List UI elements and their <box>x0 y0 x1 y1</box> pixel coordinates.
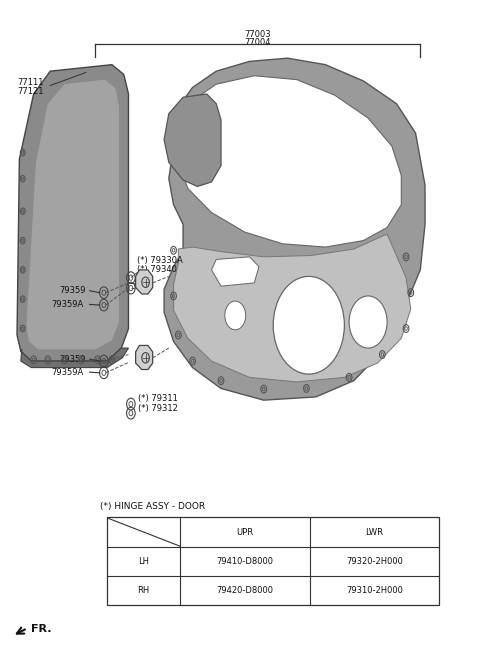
Text: 79359A: 79359A <box>52 300 84 309</box>
Circle shape <box>349 296 387 348</box>
Text: (*) 79311: (*) 79311 <box>138 394 178 403</box>
Bar <box>107 518 439 605</box>
Text: 79359: 79359 <box>60 355 86 363</box>
Circle shape <box>273 277 344 374</box>
Polygon shape <box>174 234 411 382</box>
Polygon shape <box>179 76 401 247</box>
Circle shape <box>225 301 246 330</box>
Text: LWR: LWR <box>365 528 384 537</box>
Polygon shape <box>21 348 129 367</box>
Polygon shape <box>212 257 259 286</box>
Text: 77111: 77111 <box>17 78 44 87</box>
Text: LH: LH <box>138 557 149 566</box>
Polygon shape <box>164 94 221 187</box>
Text: 77004: 77004 <box>244 38 271 47</box>
Text: FR.: FR. <box>31 624 52 635</box>
Text: 79320-2H000: 79320-2H000 <box>346 557 403 566</box>
Text: 79410-D8000: 79410-D8000 <box>216 557 274 566</box>
Text: 77121: 77121 <box>17 87 44 96</box>
Text: 79310-2H000: 79310-2H000 <box>346 586 403 595</box>
Text: UPR: UPR <box>237 528 253 537</box>
Polygon shape <box>136 346 153 369</box>
Text: (*) 79312: (*) 79312 <box>138 403 178 413</box>
Polygon shape <box>17 64 129 361</box>
Text: (*) 79330A: (*) 79330A <box>137 256 182 265</box>
Text: RH: RH <box>138 586 150 595</box>
Polygon shape <box>26 79 119 350</box>
Text: 77003: 77003 <box>244 30 271 39</box>
Polygon shape <box>136 270 153 294</box>
Text: 79420-D8000: 79420-D8000 <box>216 586 274 595</box>
Text: (*) HINGE ASSY - DOOR: (*) HINGE ASSY - DOOR <box>100 502 205 511</box>
Text: 79359: 79359 <box>60 286 86 295</box>
Text: 79359A: 79359A <box>52 368 84 376</box>
Text: (*) 79340: (*) 79340 <box>137 265 177 275</box>
Polygon shape <box>164 58 425 400</box>
